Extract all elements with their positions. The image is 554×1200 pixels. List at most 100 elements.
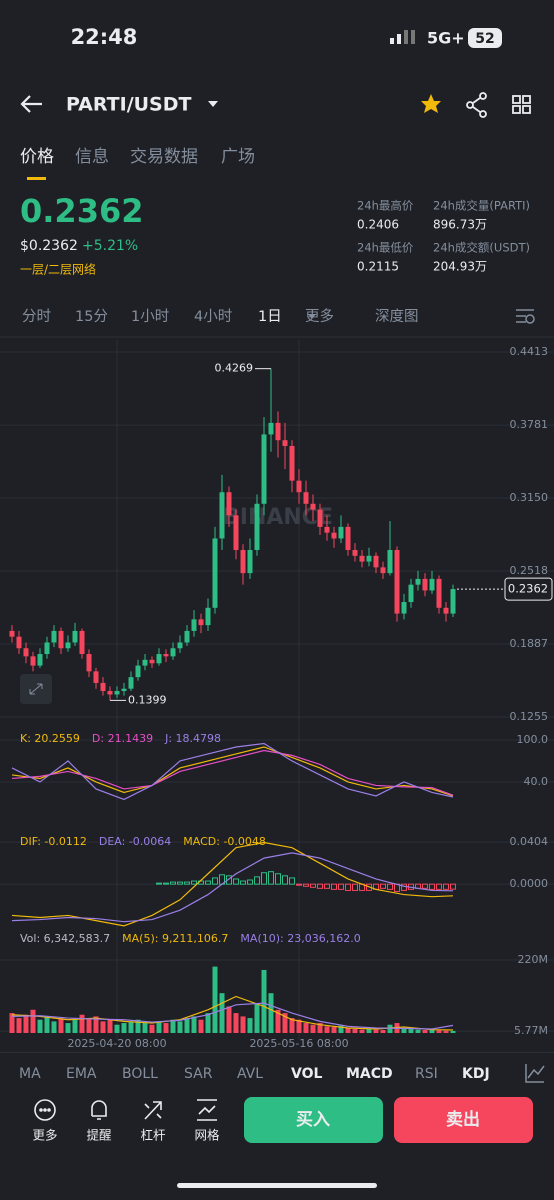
- action-label[interactable]: 更多: [32, 1128, 57, 1143]
- tab[interactable]: 交易数据: [130, 147, 198, 167]
- grid-menu-icon[interactable]: [512, 95, 531, 114]
- tab[interactable]: 广场: [221, 147, 255, 167]
- volume-bar: [128, 1021, 134, 1033]
- more-dropdown[interactable]: [308, 314, 316, 319]
- candle-body: [51, 630, 57, 643]
- back-button[interactable]: [20, 95, 42, 113]
- volume-bar: [226, 1006, 232, 1033]
- candle-body: [345, 526, 351, 551]
- volume-bar: [275, 1009, 281, 1033]
- interval-option[interactable]: 分时: [22, 308, 51, 325]
- indicator-option[interactable]: RSI: [415, 1066, 438, 1082]
- candle-body: [359, 555, 365, 562]
- volume-bar: [317, 1023, 323, 1033]
- sell-label[interactable]: 卖出: [446, 1109, 480, 1130]
- candle-body: [58, 630, 64, 649]
- divider: [0, 1052, 554, 1053]
- candle-body: [163, 654, 169, 657]
- volume-bar: [359, 1029, 365, 1033]
- candle-body: [37, 654, 43, 666]
- candle-body: [191, 619, 197, 631]
- macd-bar: [233, 878, 239, 885]
- candle-body: [317, 509, 323, 527]
- macd-bar: [156, 882, 162, 885]
- action-label[interactable]: 提醒: [86, 1128, 112, 1143]
- usd-price: $0.2362: [20, 238, 78, 254]
- indicator-option[interactable]: BOLL: [122, 1066, 158, 1082]
- buy-label[interactable]: 买入: [296, 1110, 330, 1130]
- indicator-legend: MACD: -0.0048: [183, 835, 266, 848]
- interval-option[interactable]: 15分: [75, 308, 108, 325]
- y-tick-label: 0.3150: [510, 491, 549, 504]
- volume-bar: [282, 1013, 288, 1033]
- volume-bar: [415, 1029, 421, 1033]
- candle-body: [72, 630, 78, 643]
- candle-body: [184, 630, 190, 643]
- macd-bar: [380, 883, 386, 889]
- indicator-legend: MA(5): 9,211,106.7: [122, 932, 228, 945]
- status-network: 5G+: [427, 29, 465, 48]
- pair-dropdown[interactable]: [208, 101, 218, 107]
- candle-body: [79, 630, 85, 655]
- indicator-option[interactable]: KDJ: [462, 1066, 490, 1082]
- indicator-settings-icon[interactable]: [525, 1064, 545, 1083]
- volume-bar: [163, 1023, 169, 1033]
- indicator-legend: D: 21.1439: [92, 732, 153, 745]
- interval-option[interactable]: 深度图: [375, 308, 419, 325]
- interval-option[interactable]: 1日: [258, 309, 282, 325]
- volume-bar: [366, 1029, 372, 1033]
- indicator-line: [11, 841, 454, 927]
- indicator-option[interactable]: AVL: [237, 1066, 263, 1082]
- x-tick-label: 2025-05-16 08:00: [249, 1037, 348, 1050]
- action-label[interactable]: 网格: [194, 1128, 220, 1143]
- indicator-option[interactable]: EMA: [66, 1066, 97, 1082]
- indicator-legend: Vol: 6,342,583.7: [20, 932, 110, 945]
- candle-body: [205, 607, 211, 626]
- last-price: 0.2362: [20, 192, 143, 230]
- candle-body: [303, 492, 309, 504]
- tab[interactable]: 信息: [75, 147, 109, 167]
- candle-body: [100, 682, 106, 692]
- favorite-star[interactable]: [421, 94, 441, 113]
- indicator-option[interactable]: VOL: [291, 1066, 322, 1082]
- y-tick-label: 100.0: [517, 733, 549, 746]
- volume-bar: [65, 1023, 71, 1033]
- last-price-box: [504, 577, 553, 601]
- candle-body: [226, 492, 232, 516]
- interval-option[interactable]: 更多: [305, 308, 334, 325]
- interval-option[interactable]: 4小时: [194, 308, 232, 325]
- indicator-option[interactable]: MACD: [346, 1066, 393, 1082]
- tab-indicator: [27, 177, 46, 180]
- volume-bar: [303, 1023, 309, 1033]
- indicator-option[interactable]: SAR: [184, 1066, 213, 1082]
- volume-bar: [247, 1018, 253, 1033]
- macd-bar: [338, 883, 344, 890]
- signal-icon: [390, 30, 415, 44]
- pair-title[interactable]: PARTI/USDT: [66, 94, 192, 116]
- share-icon[interactable]: [466, 92, 487, 118]
- candle-body: [219, 492, 225, 539]
- candle-body: [373, 555, 379, 568]
- chart-settings-icon[interactable]: [516, 309, 535, 324]
- volume-bar: [79, 1014, 85, 1033]
- macd-bar: [450, 883, 456, 890]
- y-tick-label: 0.3781: [510, 418, 549, 431]
- volume-bar: [352, 1029, 358, 1033]
- indicator-option[interactable]: MA: [19, 1066, 41, 1082]
- candle-body: [65, 642, 71, 649]
- macd-bar: [226, 875, 232, 885]
- volume-bar: [443, 1030, 449, 1033]
- macd-bar: [436, 883, 442, 890]
- sell-button[interactable]: [394, 1097, 533, 1143]
- candle-body: [408, 584, 414, 603]
- macd-bar: [191, 880, 197, 885]
- indicator-line: [11, 746, 454, 797]
- last-price-label: 0.2362: [508, 582, 548, 596]
- interval-option[interactable]: 1小时: [131, 308, 169, 325]
- macd-bar: [240, 880, 246, 885]
- tab[interactable]: 价格: [20, 147, 54, 167]
- buy-button[interactable]: [244, 1097, 383, 1143]
- volume-bar: [387, 1024, 393, 1033]
- action-label[interactable]: 杠杆: [140, 1128, 166, 1143]
- candle-body: [282, 440, 288, 446]
